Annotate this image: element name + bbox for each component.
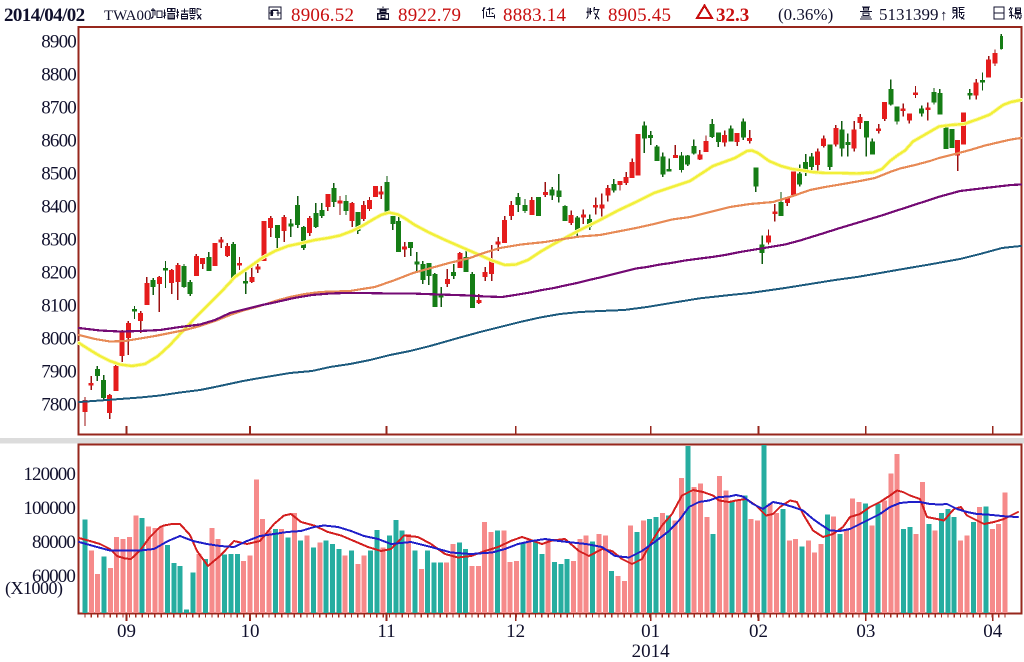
svg-text:↑: ↑ <box>940 8 948 24</box>
svg-text:8700: 8700 <box>41 97 76 118</box>
svg-text:8906.52: 8906.52 <box>291 5 354 26</box>
svg-text:80000: 80000 <box>32 532 75 553</box>
svg-text:(0.36%): (0.36%) <box>778 5 833 24</box>
svg-text:7900: 7900 <box>41 361 76 382</box>
svg-text:03: 03 <box>856 621 875 642</box>
svg-text:7800: 7800 <box>41 394 76 415</box>
svg-text:8000: 8000 <box>41 328 76 349</box>
svg-text:(X1000): (X1000) <box>5 578 63 599</box>
svg-text:TWA00: TWA00 <box>104 8 152 24</box>
svg-text:32.3: 32.3 <box>716 5 749 26</box>
svg-text:10: 10 <box>241 621 260 642</box>
svg-text:8200: 8200 <box>41 262 76 283</box>
svg-text:2014/04/02: 2014/04/02 <box>4 5 85 26</box>
svg-text:8922.79: 8922.79 <box>398 5 461 26</box>
svg-text:12: 12 <box>506 621 525 642</box>
svg-text:8400: 8400 <box>41 196 76 217</box>
svg-text:02: 02 <box>749 621 768 642</box>
svg-text:100000: 100000 <box>23 498 75 519</box>
svg-text:8905.45: 8905.45 <box>608 5 671 26</box>
svg-text:120000: 120000 <box>23 464 75 485</box>
svg-text:01: 01 <box>641 621 660 642</box>
svg-text:2014: 2014 <box>632 641 671 662</box>
svg-text:04: 04 <box>983 621 1003 642</box>
svg-text:60000: 60000 <box>32 566 75 587</box>
svg-text:8883.14: 8883.14 <box>503 5 566 26</box>
svg-text:11: 11 <box>377 621 395 642</box>
svg-text:8900: 8900 <box>41 31 76 52</box>
svg-text:09: 09 <box>117 621 136 642</box>
svg-text:8100: 8100 <box>41 295 76 316</box>
svg-text:8500: 8500 <box>41 163 76 184</box>
svg-text:8600: 8600 <box>41 130 76 151</box>
svg-text:5131399: 5131399 <box>879 5 939 24</box>
svg-text:8300: 8300 <box>41 229 76 250</box>
svg-text:8800: 8800 <box>41 64 76 85</box>
